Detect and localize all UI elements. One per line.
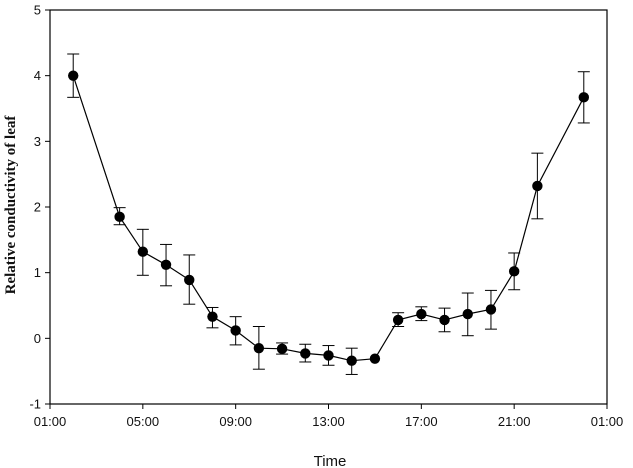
data-point: [68, 70, 79, 81]
x-tick-label: 17:00: [405, 414, 438, 429]
data-point: [323, 350, 334, 361]
x-tick-label: 05:00: [127, 414, 160, 429]
y-tick-label: 4: [34, 68, 41, 83]
x-tick-label: 01:00: [34, 414, 67, 429]
plot-area-frame: [49, 9, 608, 405]
y-tick-label: 1: [34, 265, 41, 280]
data-point: [416, 308, 427, 320]
x-tick-label: 21:00: [498, 414, 531, 429]
error-bars: [67, 53, 590, 375]
data-point: [392, 314, 404, 326]
data-point: [114, 211, 125, 223]
x-tick-label: 01:00: [591, 414, 624, 429]
data-point: [253, 342, 265, 354]
data-point: [230, 325, 241, 336]
x-axis-label: Time: [314, 453, 347, 468]
x-tick-label: 09:00: [219, 414, 252, 429]
data-point: [532, 180, 543, 192]
data-point: [160, 259, 172, 270]
data-point: [207, 311, 218, 322]
series-line: [72, 75, 585, 362]
x-tick-label: 13:00: [312, 414, 345, 429]
data-point: [508, 266, 520, 277]
data-point: [137, 246, 149, 257]
y-axis-label: Relative conductivity of leaf: [3, 115, 19, 295]
data-point: [462, 308, 473, 320]
plot-frame: [49, 9, 608, 405]
axis-ticks: -1 0 1 2 3 4 5 01:00 05:00 09:00 13:00 17:00 21:00 01…: [29, 3, 623, 430]
data-point: [485, 304, 497, 315]
data-point: [300, 348, 311, 359]
data-point: [346, 355, 357, 366]
data-point: [369, 353, 381, 364]
data-point: [578, 92, 589, 103]
data-point: [184, 274, 195, 286]
y-tick-label: 0: [34, 331, 41, 346]
y-tick-label: 2: [34, 200, 41, 215]
series-polyline: [72, 75, 585, 362]
data-point: [276, 343, 288, 355]
data-point: [439, 314, 450, 326]
data-points: [68, 70, 589, 366]
y-tick-label: 3: [34, 134, 41, 149]
y-tick-label: 5: [34, 3, 41, 18]
y-tick-label: -1: [29, 397, 41, 412]
